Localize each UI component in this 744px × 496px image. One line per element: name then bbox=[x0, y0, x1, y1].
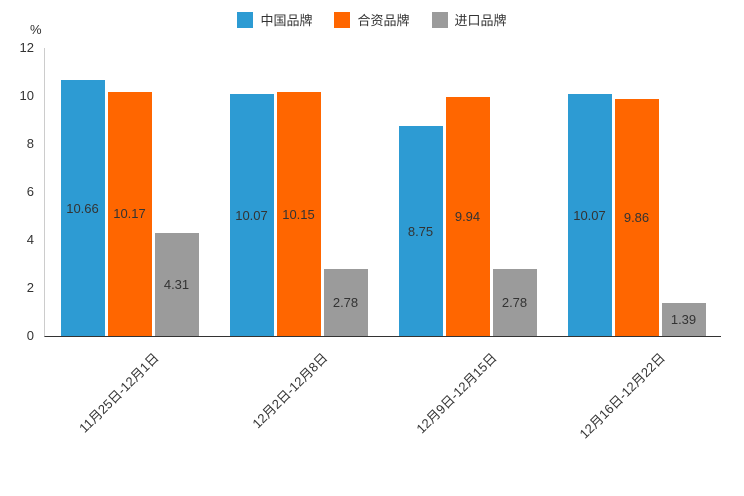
x-axis-label: 12月16日-12月22日 bbox=[576, 350, 669, 442]
bar-value-label: 10.66 bbox=[66, 200, 99, 216]
bar-group: 10.07 9.86 1.39 bbox=[552, 48, 721, 336]
bar-group: 8.75 9.94 2.78 bbox=[383, 48, 552, 336]
legend: 中国品牌 合资品牌 进口品牌 bbox=[0, 10, 744, 29]
legend-label: 进口品牌 bbox=[454, 13, 507, 28]
bar-value-label: 4.31 bbox=[163, 276, 190, 292]
plot-area: 10.66 10.17 4.31 10.07 10.15 2.78 8.75 9.94 2.78… bbox=[44, 48, 721, 337]
legend-swatch-icon bbox=[334, 11, 351, 28]
bar[interactable]: 4.31 bbox=[154, 232, 199, 336]
legend-label: 合资品牌 bbox=[357, 13, 410, 28]
y-tick-label: 4 bbox=[26, 232, 34, 247]
bar[interactable]: 2.78 bbox=[323, 269, 368, 336]
x-axis-label: 12月2日-12月8日 bbox=[249, 350, 331, 432]
bar[interactable]: 10.17 bbox=[107, 91, 152, 336]
y-axis: 0 2 4 6 8 10 12 bbox=[0, 0, 38, 496]
bar[interactable]: 8.75 bbox=[398, 126, 443, 336]
bar-value-label: 1.39 bbox=[670, 311, 697, 327]
bar[interactable]: 9.94 bbox=[445, 97, 490, 336]
y-tick-label: 6 bbox=[26, 184, 34, 199]
legend-item[interactable]: 进口品牌 bbox=[431, 10, 507, 29]
bar-group: 10.07 10.15 2.78 bbox=[214, 48, 383, 336]
y-tick-label: 2 bbox=[26, 280, 34, 295]
y-tick-label: 12 bbox=[19, 40, 34, 55]
bar-value-label: 10.15 bbox=[282, 206, 315, 222]
bar[interactable]: 1.39 bbox=[661, 302, 706, 336]
legend-swatch-icon bbox=[237, 11, 254, 28]
x-axis-label: 12月9日-12月15日 bbox=[412, 350, 500, 437]
legend-item[interactable]: 中国品牌 bbox=[237, 10, 312, 29]
x-axis-label: 11月25日-12月1日 bbox=[75, 350, 162, 436]
bar[interactable]: 10.66 bbox=[60, 80, 105, 336]
legend-swatch-icon bbox=[431, 11, 448, 28]
bar-value-label: 2.78 bbox=[332, 295, 359, 311]
bar-value-label: 8.75 bbox=[407, 223, 434, 239]
y-tick-label: 10 bbox=[19, 88, 34, 103]
bar-value-label: 10.07 bbox=[573, 207, 606, 223]
bar[interactable]: 10.07 bbox=[229, 94, 274, 336]
y-tick-label: 0 bbox=[26, 328, 34, 343]
bar-value-label: 9.86 bbox=[623, 210, 650, 226]
legend-item[interactable]: 合资品牌 bbox=[334, 10, 410, 29]
bar-value-label: 10.07 bbox=[235, 207, 268, 223]
y-axis-unit-label: % bbox=[30, 22, 42, 37]
y-tick-label: 8 bbox=[26, 136, 34, 151]
legend-label: 中国品牌 bbox=[260, 13, 313, 28]
bar-value-label: 10.17 bbox=[113, 206, 146, 222]
bar[interactable]: 2.78 bbox=[492, 269, 537, 336]
bar[interactable]: 10.07 bbox=[567, 94, 612, 336]
bar-group: 10.66 10.17 4.31 bbox=[45, 48, 214, 336]
bar[interactable]: 10.15 bbox=[276, 92, 321, 336]
bar-value-label: 2.78 bbox=[501, 295, 528, 311]
bar[interactable]: 9.86 bbox=[614, 99, 659, 336]
bar-value-label: 9.94 bbox=[454, 209, 481, 225]
